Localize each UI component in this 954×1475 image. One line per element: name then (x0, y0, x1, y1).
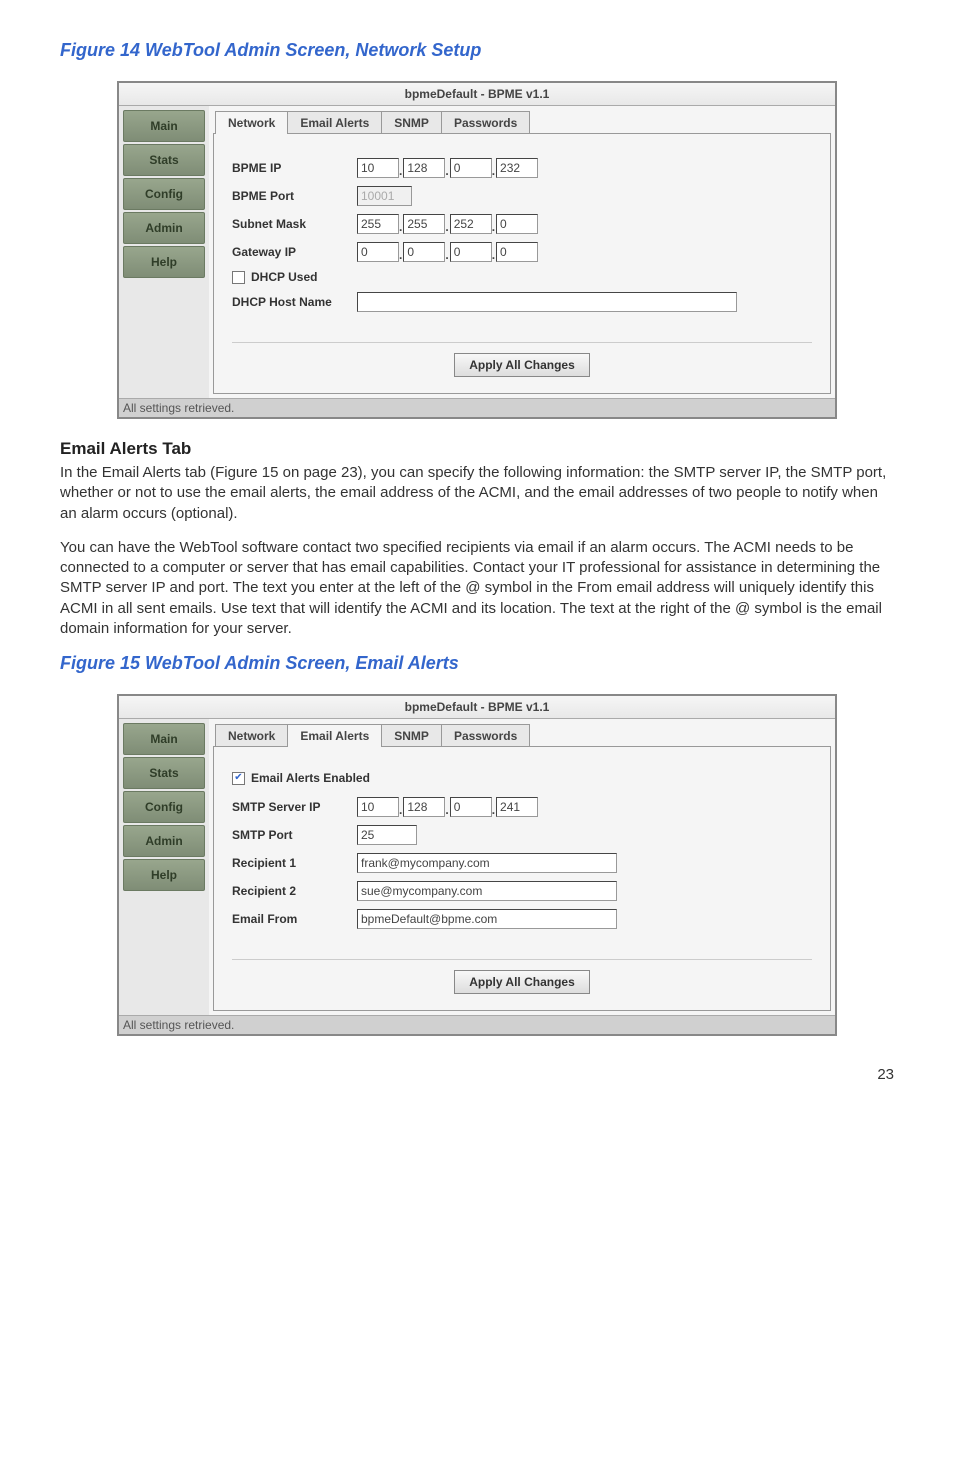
tab-email-2[interactable]: Email Alerts (287, 724, 382, 747)
status-bar: All settings retrieved. (119, 398, 835, 417)
smtp-ip-4[interactable] (496, 797, 538, 817)
gw-1[interactable] (357, 242, 399, 262)
recipient1-label: Recipient 1 (232, 856, 357, 870)
applet-title: bpmeDefault - BPME v1.1 (119, 83, 835, 106)
figure-14-title: Figure 14 WebTool Admin Screen, Network … (60, 40, 894, 61)
bpme-port-label: BPME Port (232, 189, 357, 203)
gw-4[interactable] (496, 242, 538, 262)
subnet-1[interactable] (357, 214, 399, 234)
tab-row: Network Email Alerts SNMP Passwords (213, 110, 831, 133)
nav-help-2[interactable]: Help (123, 859, 205, 891)
para-2: You can have the WebTool software contac… (60, 538, 894, 639)
nav-help[interactable]: Help (123, 246, 205, 278)
dhcp-host-label: DHCP Host Name (232, 295, 357, 309)
smtp-ip-label: SMTP Server IP (232, 800, 357, 814)
tab-snmp[interactable]: SNMP (381, 111, 442, 134)
applet-title-2: bpmeDefault - BPME v1.1 (119, 696, 835, 719)
nav-admin-2[interactable]: Admin (123, 825, 205, 857)
recipient2-field[interactable] (357, 881, 617, 901)
applet-network: bpmeDefault - BPME v1.1 Main Stats Confi… (117, 81, 837, 419)
nav-admin[interactable]: Admin (123, 212, 205, 244)
subnet-2[interactable] (403, 214, 445, 234)
recipient1-field[interactable] (357, 853, 617, 873)
bpme-ip-1[interactable] (357, 158, 399, 178)
tab-row-2: Network Email Alerts SNMP Passwords (213, 723, 831, 746)
dhcp-used-label: DHCP Used (251, 270, 317, 284)
subnet-4[interactable] (496, 214, 538, 234)
nav-config-2[interactable]: Config (123, 791, 205, 823)
gw-3[interactable] (450, 242, 492, 262)
dhcp-used-checkbox[interactable] (232, 271, 245, 284)
subnet-label: Subnet Mask (232, 217, 357, 231)
smtp-port-label: SMTP Port (232, 828, 357, 842)
tab-passwords[interactable]: Passwords (441, 111, 530, 134)
email-enabled-label: Email Alerts Enabled (251, 771, 370, 785)
figure-15-title: Figure 15 WebTool Admin Screen, Email Al… (60, 653, 894, 674)
tab-network[interactable]: Network (215, 111, 288, 134)
smtp-ip-1[interactable] (357, 797, 399, 817)
screenshot-fig15: bpmeDefault - BPME v1.1 Main Stats Confi… (60, 694, 894, 1036)
tab-content-email: ✔ Email Alerts Enabled SMTP Server IP . … (213, 746, 831, 1011)
subnet-3[interactable] (450, 214, 492, 234)
bpme-ip-4[interactable] (496, 158, 538, 178)
bpme-port-field (357, 186, 412, 206)
nav-config[interactable]: Config (123, 178, 205, 210)
applet-email: bpmeDefault - BPME v1.1 Main Stats Confi… (117, 694, 837, 1036)
page-number: 23 (60, 1066, 894, 1083)
email-alerts-heading: Email Alerts Tab (60, 439, 894, 459)
tab-content-network: BPME IP . . . BPME Port Subnet Mask . . (213, 133, 831, 394)
side-nav: Main Stats Config Admin Help (119, 106, 209, 398)
from-field[interactable] (357, 909, 617, 929)
dhcp-host-field[interactable] (357, 292, 737, 312)
bpme-ip-2[interactable] (403, 158, 445, 178)
from-label: Email From (232, 912, 357, 926)
bpme-ip-3[interactable] (450, 158, 492, 178)
tab-snmp-2[interactable]: SNMP (381, 724, 442, 747)
nav-main-2[interactable]: Main (123, 723, 205, 755)
nav-main[interactable]: Main (123, 110, 205, 142)
smtp-ip-3[interactable] (450, 797, 492, 817)
gw-2[interactable] (403, 242, 445, 262)
apply-button-2[interactable]: Apply All Changes (454, 970, 590, 994)
nav-stats-2[interactable]: Stats (123, 757, 205, 789)
para-1: In the Email Alerts tab (Figure 15 on pa… (60, 463, 894, 524)
screenshot-fig14: bpmeDefault - BPME v1.1 Main Stats Confi… (60, 81, 894, 419)
smtp-ip-2[interactable] (403, 797, 445, 817)
tab-passwords-2[interactable]: Passwords (441, 724, 530, 747)
status-bar-2: All settings retrieved. (119, 1015, 835, 1034)
nav-stats[interactable]: Stats (123, 144, 205, 176)
gateway-label: Gateway IP (232, 245, 357, 259)
bpme-ip-label: BPME IP (232, 161, 357, 175)
tab-network-2[interactable]: Network (215, 724, 288, 747)
smtp-port-field[interactable] (357, 825, 417, 845)
side-nav-2: Main Stats Config Admin Help (119, 719, 209, 1015)
tab-email[interactable]: Email Alerts (287, 111, 382, 134)
apply-button[interactable]: Apply All Changes (454, 353, 590, 377)
email-enabled-checkbox[interactable]: ✔ (232, 772, 245, 785)
recipient2-label: Recipient 2 (232, 884, 357, 898)
